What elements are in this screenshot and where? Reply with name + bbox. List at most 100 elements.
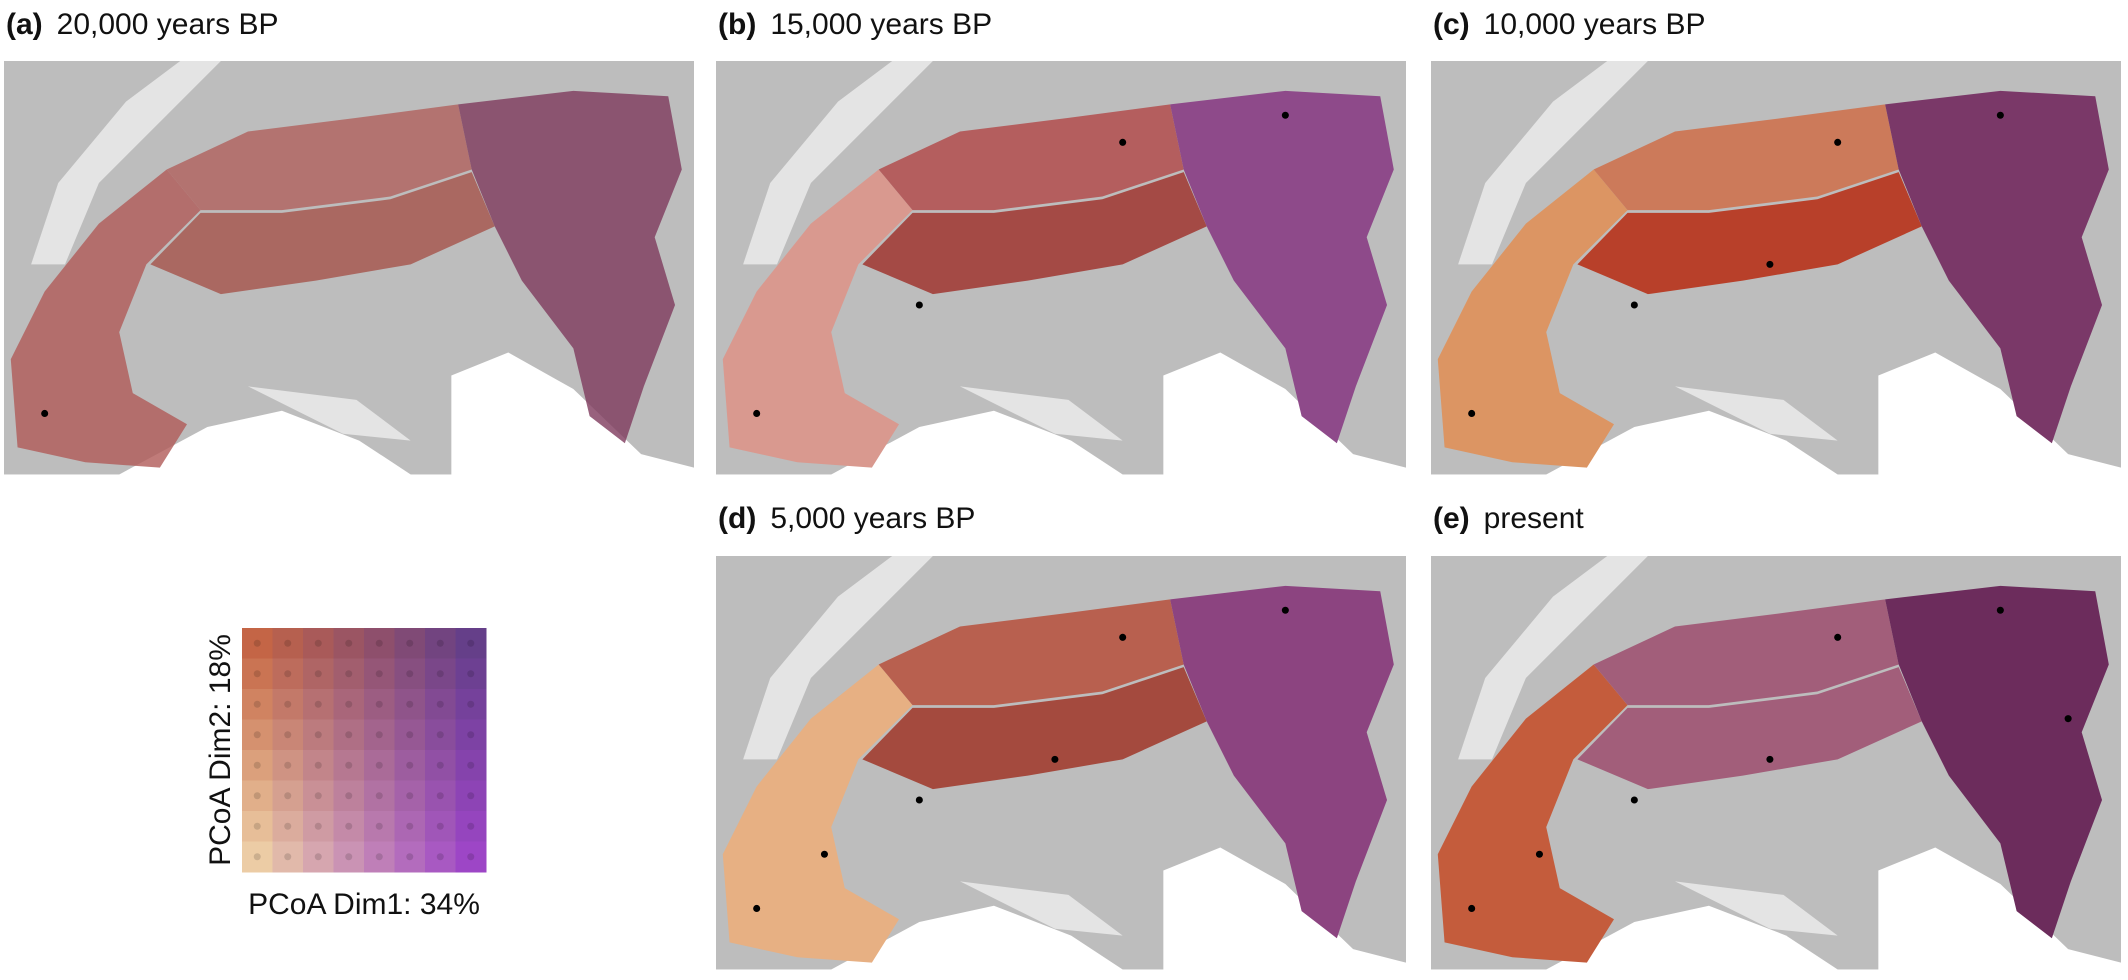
legend-node bbox=[436, 792, 444, 800]
legend-node bbox=[253, 853, 261, 861]
sample-site bbox=[1834, 633, 1842, 641]
legend-node bbox=[314, 731, 322, 739]
map-region bbox=[166, 104, 472, 211]
sample-site bbox=[915, 301, 923, 309]
legend-node bbox=[314, 670, 322, 678]
legend-node bbox=[467, 822, 475, 830]
legend-node bbox=[436, 639, 444, 647]
legend-node bbox=[253, 670, 261, 678]
map bbox=[4, 61, 694, 475]
panel-label: (d) bbox=[718, 502, 756, 535]
map-region bbox=[722, 169, 913, 468]
map-region bbox=[1437, 169, 1628, 468]
panel-label: (a) bbox=[6, 8, 43, 41]
legend-node bbox=[375, 761, 383, 769]
map-sea bbox=[1878, 352, 2121, 475]
map-region bbox=[1437, 664, 1628, 963]
legend-node bbox=[467, 670, 475, 678]
legend-node bbox=[253, 822, 261, 830]
map-region bbox=[10, 169, 201, 468]
sample-site bbox=[915, 796, 923, 804]
legend-node bbox=[345, 853, 353, 861]
map-highland bbox=[31, 61, 221, 265]
map-region bbox=[1577, 172, 1922, 295]
map-region bbox=[1593, 599, 1899, 706]
legend-node bbox=[467, 639, 475, 647]
legend-node bbox=[406, 731, 414, 739]
legend-x-label: PCoA Dim1: 34% bbox=[248, 888, 480, 921]
legend-node bbox=[345, 670, 353, 678]
map-region bbox=[878, 599, 1184, 706]
legend-node bbox=[436, 731, 444, 739]
map-region bbox=[1885, 585, 2109, 939]
legend-node bbox=[314, 792, 322, 800]
legend-node bbox=[375, 792, 383, 800]
legend-node bbox=[284, 761, 292, 769]
legend-node bbox=[375, 670, 383, 678]
map-region bbox=[878, 104, 1184, 211]
legend-node bbox=[406, 761, 414, 769]
panel-title: (b) 15,000 years BP bbox=[718, 8, 992, 41]
legend-node bbox=[467, 853, 475, 861]
sample-site bbox=[1119, 138, 1127, 146]
map-highland bbox=[1458, 61, 1648, 265]
legend-node bbox=[314, 761, 322, 769]
map-region bbox=[1885, 90, 2109, 444]
map-highland bbox=[1458, 556, 1648, 760]
legend-node bbox=[284, 731, 292, 739]
panel-title: (d) 5,000 years BP bbox=[718, 502, 975, 535]
legend-node bbox=[467, 700, 475, 708]
map-highland bbox=[960, 881, 1123, 936]
legend-node bbox=[467, 731, 475, 739]
sample-site bbox=[1630, 301, 1638, 309]
panel-name: present bbox=[1484, 502, 1585, 535]
legend-node bbox=[253, 792, 261, 800]
legend-node bbox=[345, 822, 353, 830]
panel-name: 5,000 years BP bbox=[770, 502, 975, 535]
legend-node bbox=[406, 792, 414, 800]
map-region bbox=[862, 172, 1207, 295]
legend-node bbox=[345, 700, 353, 708]
legend-node bbox=[253, 639, 261, 647]
map bbox=[716, 61, 1406, 475]
sample-site bbox=[1766, 755, 1774, 763]
sample-site bbox=[1996, 606, 2004, 614]
legend-node bbox=[284, 639, 292, 647]
map-region bbox=[1593, 104, 1899, 211]
sample-site bbox=[1766, 260, 1774, 268]
legend-node bbox=[345, 761, 353, 769]
map-highland bbox=[1675, 386, 1838, 441]
legend-node bbox=[406, 822, 414, 830]
panel-title: (e) present bbox=[1433, 502, 1584, 535]
map-sea bbox=[1546, 905, 1838, 970]
sample-site bbox=[1468, 409, 1476, 417]
legend-node bbox=[436, 670, 444, 678]
legend-node bbox=[406, 700, 414, 708]
legend-y-label: PCoA Dim2: 18% bbox=[204, 634, 237, 866]
sample-site bbox=[1468, 904, 1476, 912]
sample-site bbox=[753, 904, 761, 912]
sample-site bbox=[753, 409, 761, 417]
map-sea bbox=[1163, 352, 1406, 475]
map-sea bbox=[119, 410, 411, 475]
map-sea bbox=[1878, 847, 2121, 970]
map-region bbox=[1170, 90, 1394, 444]
legend-node bbox=[406, 670, 414, 678]
panel-name: 15,000 years BP bbox=[770, 8, 992, 41]
map-sea bbox=[1163, 847, 1406, 970]
panel-label: (b) bbox=[718, 8, 756, 41]
legend-node bbox=[253, 761, 261, 769]
legend-node bbox=[436, 822, 444, 830]
legend-node bbox=[436, 761, 444, 769]
sample-site bbox=[1281, 111, 1289, 119]
map-sea bbox=[831, 905, 1123, 970]
map bbox=[716, 556, 1406, 970]
sample-site bbox=[41, 409, 49, 417]
map bbox=[1431, 556, 2121, 970]
sample-site bbox=[1834, 138, 1842, 146]
legend-node bbox=[284, 670, 292, 678]
legend-node bbox=[284, 700, 292, 708]
map-highland bbox=[1675, 881, 1838, 936]
legend-node bbox=[375, 822, 383, 830]
